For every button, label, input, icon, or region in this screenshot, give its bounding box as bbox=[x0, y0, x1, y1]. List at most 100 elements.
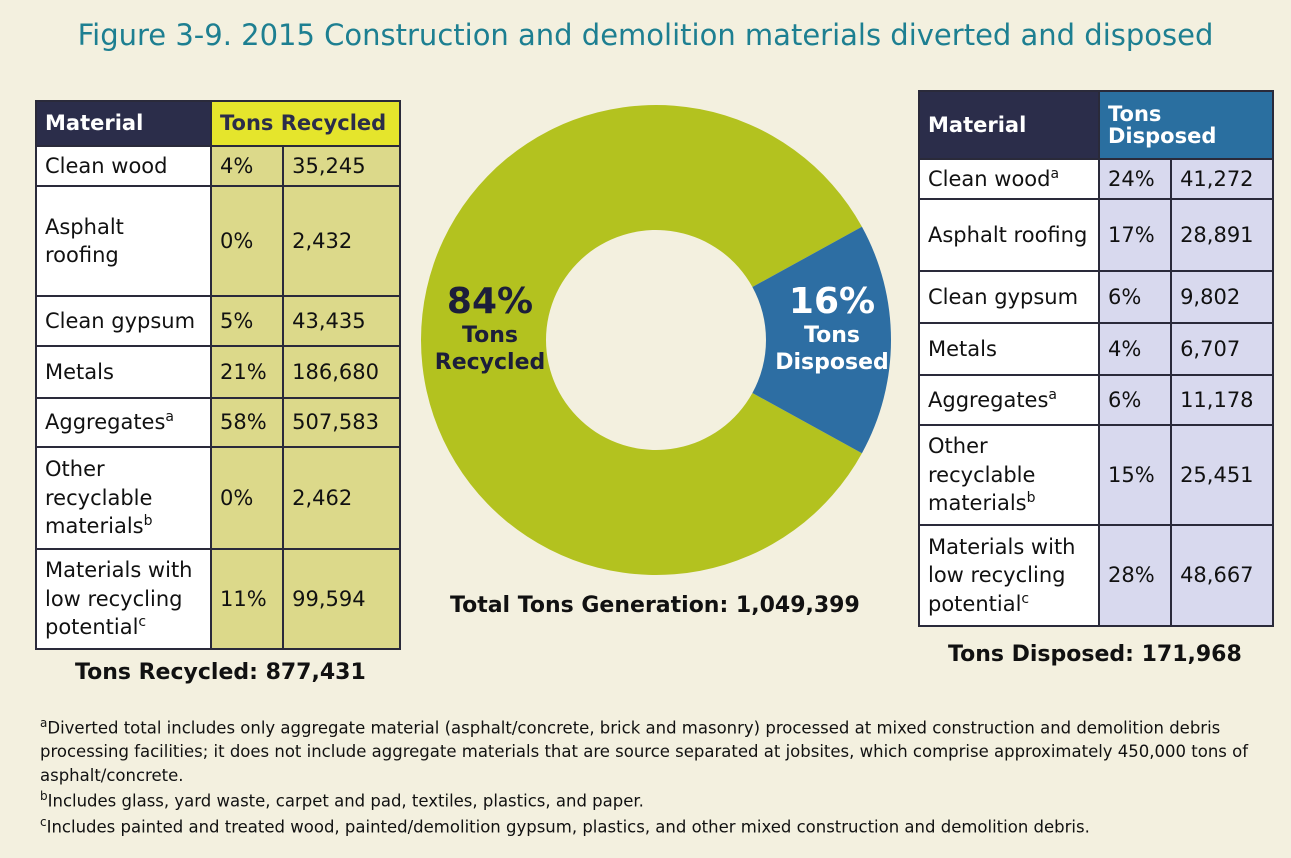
tons-cell: 99,594 bbox=[282, 548, 401, 650]
percent-cell: 24% bbox=[1097, 158, 1173, 200]
material-cell: Materials with low recycling potentialc bbox=[35, 548, 212, 650]
percent-cell: 28% bbox=[1097, 524, 1173, 627]
footnote-mark: a bbox=[1050, 165, 1060, 182]
tons-cell: 48,667 bbox=[1170, 524, 1274, 627]
donut-slice bbox=[752, 226, 891, 454]
percent-cell: 11% bbox=[209, 548, 285, 650]
tons-cell: 25,451 bbox=[1170, 424, 1274, 526]
header-row: Material Tons Recycled bbox=[35, 100, 401, 147]
percent-cell: 0% bbox=[209, 185, 285, 297]
footnote-mark: c bbox=[1021, 590, 1030, 607]
material-name: Clean gypsum bbox=[45, 308, 196, 333]
footnote-mark: a bbox=[40, 716, 48, 730]
material-cell: Clean wood bbox=[35, 145, 212, 187]
footnote-mark: a bbox=[165, 409, 175, 426]
material-name: Clean gypsum bbox=[928, 284, 1079, 309]
material-cell: Materials with low recycling potentialc bbox=[918, 524, 1100, 627]
footnote-text: Diverted total includes only aggregate m… bbox=[40, 718, 1249, 786]
total-generation: Total Tons Generation: 1,049,399 bbox=[450, 593, 860, 618]
table-row: Clean wood 4% 35,245 bbox=[35, 145, 401, 187]
footnote-mark: b bbox=[1026, 490, 1036, 507]
tons-cell: 2,462 bbox=[282, 446, 401, 550]
footnote-text: Includes painted and treated wood, paint… bbox=[46, 817, 1090, 837]
material-name: Metals bbox=[45, 359, 114, 384]
material-name: Materials with low recycling potential bbox=[45, 558, 193, 640]
disposed-total: Tons Disposed: 171,968 bbox=[948, 642, 1242, 667]
tons-cell: 2,432 bbox=[282, 185, 401, 297]
tons-cell: 9,802 bbox=[1170, 270, 1274, 324]
header-cell: Tons Disposed bbox=[1098, 90, 1274, 160]
donut-chart bbox=[420, 104, 891, 575]
material-cell: Asphalt roofing bbox=[918, 198, 1100, 272]
slice-category: Tons Recycled bbox=[434, 323, 546, 375]
tons-cell: 11,178 bbox=[1170, 374, 1274, 426]
percent-cell: 6% bbox=[1097, 374, 1173, 426]
disposed-table: Material Tons Disposed Clean wooda 24% 41,27… bbox=[918, 90, 1274, 627]
slice-percent: 84% bbox=[446, 281, 534, 322]
table-row: Asphalt roofing 17% 28,891 bbox=[918, 198, 1274, 272]
material-cell: Metals bbox=[918, 322, 1100, 376]
header-cell: Tons Recycled bbox=[210, 100, 401, 147]
tons-cell: 35,245 bbox=[282, 145, 401, 187]
percent-cell: 5% bbox=[209, 295, 285, 347]
percent-cell: 17% bbox=[1097, 198, 1173, 272]
material-name: Materials with low recycling potential bbox=[928, 534, 1076, 616]
table-row: Metals 4% 6,707 bbox=[918, 322, 1274, 376]
footnotes: aDiverted total includes only aggregate … bbox=[40, 715, 1265, 839]
material-name: Metals bbox=[928, 336, 997, 361]
recycled-total: Tons Recycled: 877,431 bbox=[75, 660, 366, 685]
percent-cell: 21% bbox=[209, 345, 285, 399]
recycled-table: Material Tons Recycled Clean wood 4% 35,245 A… bbox=[35, 100, 401, 650]
header-row: Material Tons Disposed bbox=[918, 90, 1274, 160]
table-row: Clean gypsum 5% 43,435 bbox=[35, 295, 401, 347]
footnote-mark: b bbox=[40, 789, 48, 804]
material-cell: Other recyclable materialsb bbox=[918, 424, 1100, 526]
footnote-mark: b bbox=[143, 513, 153, 530]
footnote: aDiverted total includes only aggregate … bbox=[40, 715, 1265, 788]
table-row: Materials with low recycling potentialc 1… bbox=[35, 548, 401, 650]
material-cell: Clean gypsum bbox=[35, 295, 212, 347]
percent-cell: 4% bbox=[209, 145, 285, 187]
footnote: bIncludes glass, yard waste, carpet and … bbox=[40, 788, 1265, 813]
footnote-mark: c bbox=[138, 614, 147, 631]
slice-label: 16% Tons Disposed bbox=[752, 280, 912, 376]
material-name: Aggregates bbox=[45, 410, 166, 435]
header-cell: Material bbox=[918, 90, 1100, 160]
material-name: Aggregates bbox=[928, 387, 1049, 412]
material-cell: Other recyclable materialsb bbox=[35, 446, 212, 550]
tons-cell: 43,435 bbox=[282, 295, 401, 347]
material-name: Asphalt roofing bbox=[45, 214, 124, 267]
material-name: Other recyclable materials bbox=[45, 457, 153, 539]
material-name: Clean wood bbox=[45, 153, 168, 178]
percent-cell: 6% bbox=[1097, 270, 1173, 324]
table-row: Materials with low recycling potentialc 2… bbox=[918, 524, 1274, 627]
footnote-text: Includes glass, yard waste, carpet and p… bbox=[47, 791, 644, 811]
table-row: Other recyclable materialsb 0% 2,462 bbox=[35, 446, 401, 550]
tons-cell: 28,891 bbox=[1170, 198, 1274, 272]
tons-cell: 41,272 bbox=[1170, 158, 1274, 200]
footnote-mark: a bbox=[1048, 386, 1058, 403]
percent-cell: 4% bbox=[1097, 322, 1173, 376]
material-cell: Aggregatesa bbox=[35, 397, 212, 448]
slice-percent: 16% bbox=[788, 281, 876, 322]
percent-cell: 0% bbox=[209, 446, 285, 550]
table-row: Aggregatesa 58% 507,583 bbox=[35, 397, 401, 448]
table-row: Clean wooda 24% 41,272 bbox=[918, 158, 1274, 200]
material-cell: Asphalt roofing bbox=[35, 185, 212, 297]
slice-label: 84% Tons Recycled bbox=[410, 280, 570, 376]
tons-cell: 186,680 bbox=[282, 345, 401, 399]
slice-category: Tons Disposed bbox=[775, 323, 889, 375]
material-name: Other recyclable materials bbox=[928, 434, 1036, 516]
material-name: Clean wood bbox=[928, 166, 1051, 191]
material-cell: Clean gypsum bbox=[918, 270, 1100, 324]
header-cell: Material bbox=[35, 100, 212, 147]
tons-cell: 507,583 bbox=[282, 397, 401, 448]
table-row: Other recyclable materialsb 15% 25,451 bbox=[918, 424, 1274, 526]
material-cell: Clean wooda bbox=[918, 158, 1100, 200]
footnote: cIncludes painted and treated wood, pain… bbox=[40, 814, 1265, 839]
percent-cell: 58% bbox=[209, 397, 285, 448]
table-row: Asphalt roofing 0% 2,432 bbox=[35, 185, 401, 297]
percent-cell: 15% bbox=[1097, 424, 1173, 526]
table-row: Metals 21% 186,680 bbox=[35, 345, 401, 399]
